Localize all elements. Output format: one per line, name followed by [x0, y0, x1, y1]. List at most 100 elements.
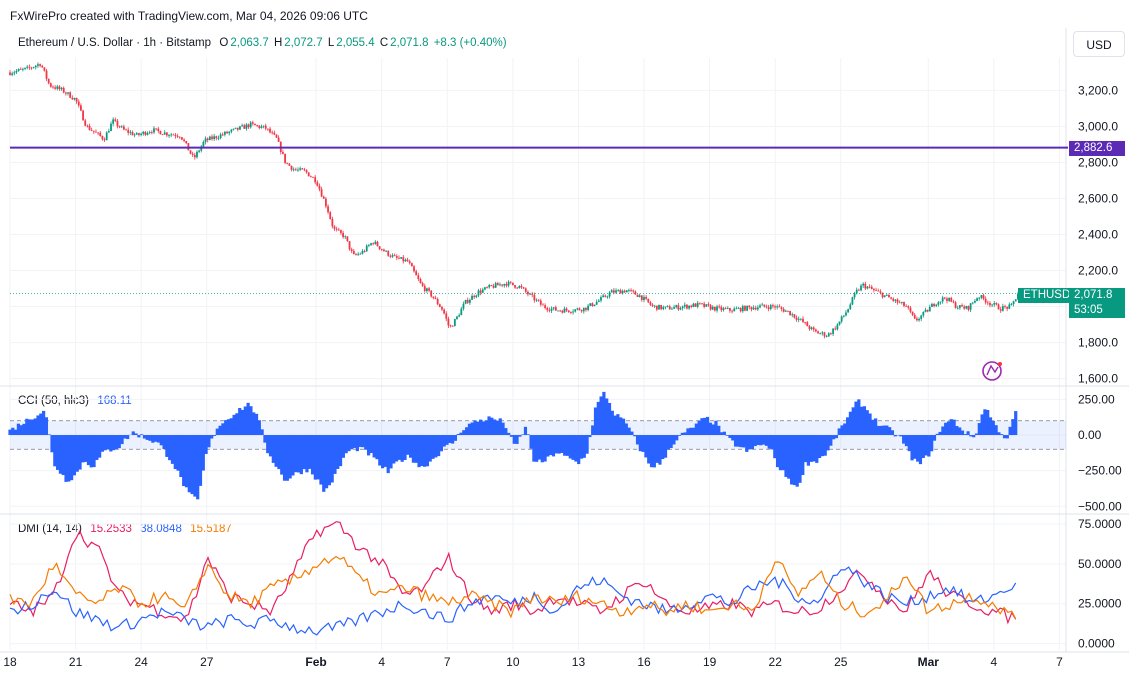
candle-body	[11, 73, 14, 75]
candle-body	[333, 226, 336, 229]
cci-bar	[493, 419, 497, 436]
candle-body	[621, 290, 624, 294]
candle-body	[634, 291, 637, 295]
cci-bar	[649, 435, 654, 468]
candle-body	[453, 319, 456, 326]
cci-bar	[58, 435, 63, 474]
candle-body	[787, 310, 789, 312]
candle-body	[782, 308, 785, 312]
cci-bar	[70, 435, 74, 481]
candle-body	[294, 169, 297, 171]
candle-body	[546, 308, 549, 310]
candle-body	[228, 131, 231, 134]
candle-body	[318, 185, 321, 190]
candle-body	[653, 305, 656, 307]
cci-bar	[61, 435, 65, 476]
x-tick-label: 25	[834, 655, 848, 669]
candle-body	[597, 300, 600, 302]
candle-body	[367, 245, 370, 247]
cci-bar	[804, 435, 808, 463]
candle-body	[548, 309, 551, 311]
candle-body	[234, 127, 237, 129]
cci-bar	[571, 435, 575, 460]
cci-bar	[921, 435, 925, 459]
candle-body	[888, 295, 890, 298]
cci-bar	[812, 435, 816, 462]
candle-body	[434, 297, 437, 300]
cci-bar	[935, 433, 939, 436]
cci-bar	[420, 435, 424, 467]
cci-bar	[22, 423, 26, 436]
cci-bar	[95, 435, 99, 460]
cci-bar	[84, 435, 88, 462]
candle-body	[82, 110, 84, 121]
candle-body	[21, 68, 24, 70]
candle-body	[159, 130, 162, 135]
cci-bar	[509, 435, 514, 437]
cci-bar	[963, 434, 967, 436]
cci-bar	[585, 435, 589, 454]
candle-body	[372, 243, 375, 245]
cci-bar	[722, 431, 726, 436]
price-y-tick-label: 1,600.0	[1078, 372, 1118, 386]
candle-body	[172, 134, 175, 136]
candle-body	[402, 257, 405, 262]
cci-bar	[142, 435, 147, 439]
cci-bar	[67, 435, 71, 482]
cci-bar	[201, 435, 205, 471]
tradingview-logo-icon[interactable]	[982, 361, 1002, 381]
currency-button[interactable]: USD	[1073, 31, 1125, 57]
candle-body	[576, 308, 579, 310]
candle-body	[331, 218, 334, 227]
cci-bar	[647, 435, 651, 464]
candle-body	[862, 283, 865, 286]
candle-body	[387, 250, 390, 256]
cci-bar	[507, 432, 511, 436]
cci-value: 168.11	[97, 395, 132, 407]
candle-body	[522, 287, 525, 289]
candle-body	[215, 136, 218, 139]
cci-bar	[1005, 435, 1009, 439]
candle-body	[630, 289, 632, 291]
cci-bar	[451, 435, 455, 444]
cci-bar	[521, 434, 525, 436]
candle-body	[550, 308, 553, 311]
cci-bar	[25, 418, 29, 436]
cci-bar	[579, 435, 584, 459]
candle-body	[974, 300, 976, 303]
cci-bar	[691, 427, 696, 436]
dmi-y-tick-label: 25.0000	[1078, 597, 1122, 611]
candle-body	[118, 126, 121, 128]
cci-bar	[280, 435, 284, 475]
candle-body	[54, 87, 57, 89]
candle-body	[939, 301, 942, 303]
cci-bar	[302, 435, 306, 470]
candle-body	[174, 134, 177, 137]
cci-bar	[627, 427, 631, 436]
candle-body	[941, 297, 944, 302]
candle-body	[696, 302, 699, 307]
candle-body	[731, 310, 733, 312]
cci-bar	[697, 420, 701, 436]
candle-body	[608, 292, 611, 297]
cci-bar	[523, 426, 528, 436]
cci-bar	[442, 435, 446, 447]
candle-body	[492, 285, 495, 288]
candle-body	[759, 305, 761, 308]
cci-bar	[372, 435, 376, 458]
price-y-tick-label: 2,800.0	[1078, 155, 1118, 169]
cci-bar	[742, 435, 746, 448]
candle-body	[436, 299, 439, 305]
cci-bar	[30, 419, 35, 436]
cci-bar	[453, 435, 458, 441]
cci-bar	[148, 435, 152, 441]
candle-body	[778, 306, 781, 308]
candle-body	[365, 245, 368, 252]
candle-body	[361, 251, 364, 254]
candle-body	[370, 243, 372, 246]
candle-body	[441, 307, 443, 310]
candle-body	[589, 303, 592, 306]
cci-bar	[56, 435, 60, 470]
cci-bar	[431, 435, 435, 459]
